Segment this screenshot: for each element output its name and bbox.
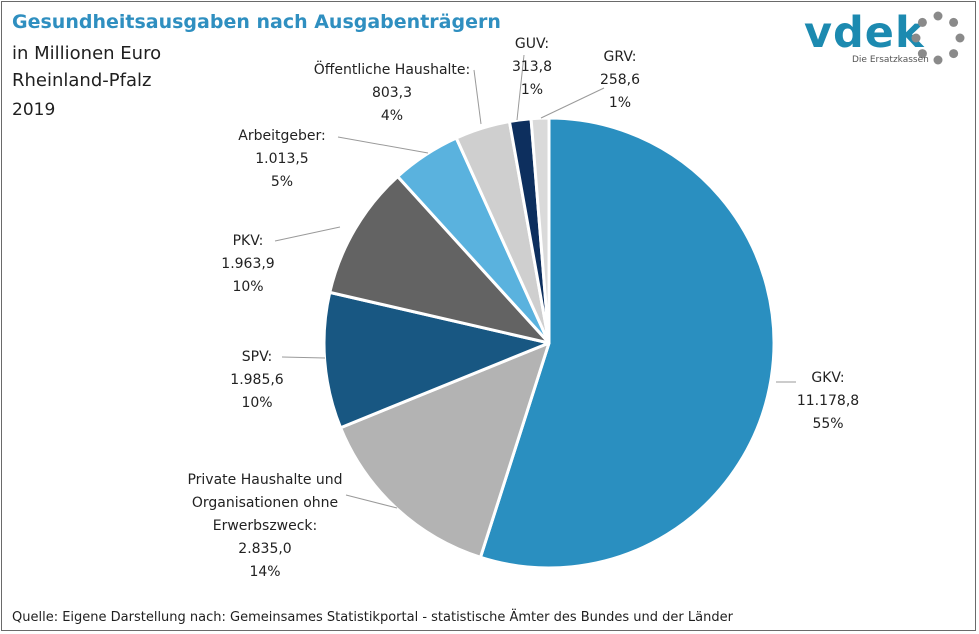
slice-percent: 10% xyxy=(241,395,273,411)
vdek-logo: vdek Die Ersatzkassen xyxy=(804,8,969,68)
slice-label: GKV: 11.178,8 55% xyxy=(797,367,859,436)
slice-label-name: Private Haushalte und xyxy=(187,472,343,488)
logo-ring-icon xyxy=(911,11,965,65)
slice-percent: 55% xyxy=(812,416,844,432)
logo-wordmark: vdek xyxy=(804,8,925,58)
slice-label: PKV: 1.963,9 10% xyxy=(221,230,274,299)
slice-label-name: GUV: xyxy=(514,36,550,52)
slice-percent: 5% xyxy=(270,174,294,190)
slice-label-name: PKV: xyxy=(232,233,264,249)
pie-slice xyxy=(322,290,551,430)
slice-value: 1.985,6 xyxy=(230,372,284,388)
slice-label: SPV: 1.985,6 10% xyxy=(230,346,283,415)
slice-label-name: SPV: xyxy=(241,349,273,365)
slice-value: 313,8 xyxy=(511,59,553,75)
pie-slice xyxy=(478,116,776,570)
slice-value: 1.963,9 xyxy=(221,256,275,272)
slice-percent: 1% xyxy=(608,95,632,111)
slice-label-name: GKV: xyxy=(811,370,845,386)
slice-percent: 4% xyxy=(380,108,404,124)
leader-line xyxy=(540,87,605,119)
slice-percent: 10% xyxy=(232,279,264,295)
slice-label-name: GRV: xyxy=(603,49,637,65)
leader-line xyxy=(516,54,525,121)
leader-line xyxy=(281,356,326,359)
slice-label-name: Organisationen ohne xyxy=(191,495,339,511)
pie-slice xyxy=(529,116,551,345)
slice-value: 11.178,8 xyxy=(796,393,860,409)
leader-line xyxy=(337,136,429,154)
chart-title: Gesundheitsausgaben nach Ausgabenträgern xyxy=(12,11,501,33)
slice-label-name: Arbeitgeber: xyxy=(238,128,326,144)
logo-tagline: Die Ersatzkassen xyxy=(852,55,929,65)
slice-percent: 14% xyxy=(249,564,281,580)
slice-value: 258,6 xyxy=(599,72,641,88)
slice-label: Private Haushalte und Organisationen ohne… xyxy=(187,469,342,584)
slice-label: GUV: 313,8 1% xyxy=(512,33,552,102)
slice-value: 1.013,5 xyxy=(255,151,309,167)
slice-label-name: Öffentliche Haushalte: xyxy=(313,62,471,78)
slice-label: Öffentliche Haushalte: 803,3 4% xyxy=(314,59,471,128)
leader-line xyxy=(274,226,341,242)
slice-value: 803,3 xyxy=(371,85,413,101)
leader-line xyxy=(345,494,398,509)
slice-value: 2.835,0 xyxy=(238,541,292,557)
leader-line xyxy=(473,69,482,125)
slice-label: GRV: 258,6 1% xyxy=(600,46,640,115)
chart-subtitle-year: 2019 xyxy=(12,100,56,120)
chart-subtitle-unit: in Millionen Euro xyxy=(12,43,162,64)
pie-slice xyxy=(328,174,551,345)
chart-subtitle-region: Rheinland-Pfalz xyxy=(12,70,152,91)
slice-label-name: Erwerbszweck: xyxy=(212,518,318,534)
slice-percent: 1% xyxy=(520,82,544,98)
source-note: Quelle: Eigene Darstellung nach: Gemeins… xyxy=(12,610,733,625)
slice-label: Arbeitgeber: 1.013,5 5% xyxy=(238,125,325,194)
